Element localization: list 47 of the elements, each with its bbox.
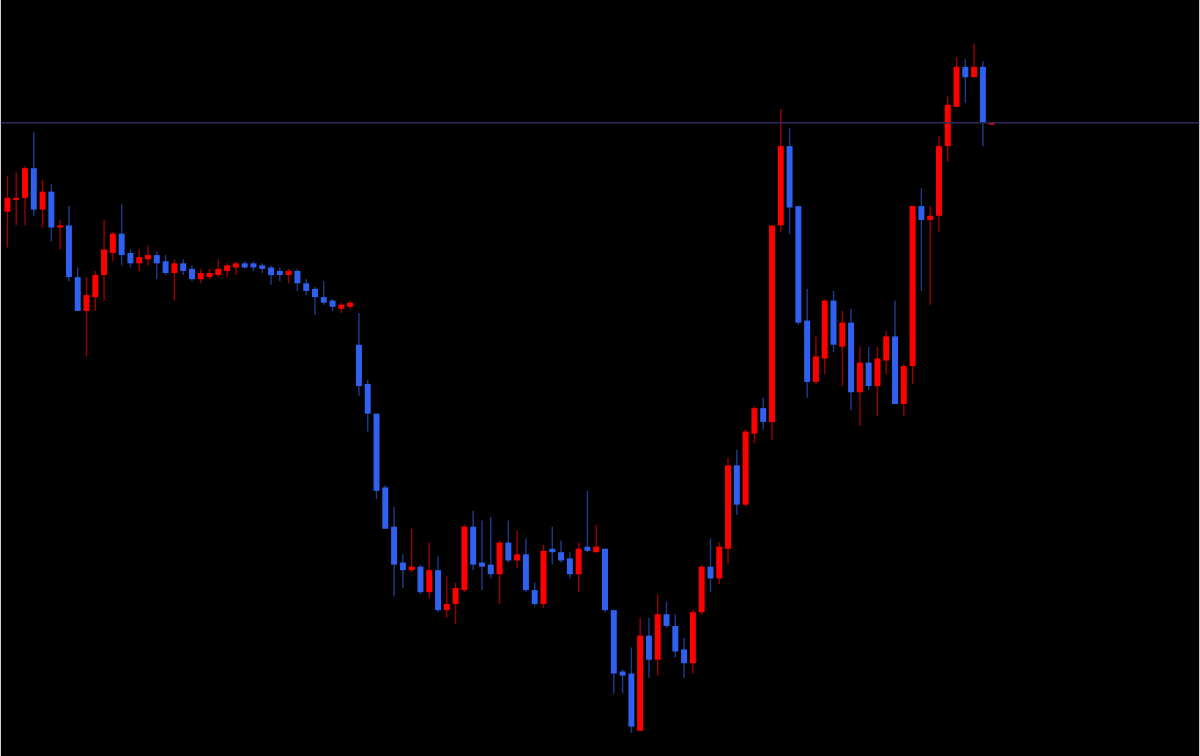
candlestick	[839, 309, 846, 387]
candlestick	[672, 613, 679, 658]
candlestick	[865, 345, 872, 391]
candlestick	[856, 345, 863, 427]
candlestick	[171, 258, 178, 301]
candlestick	[645, 616, 652, 678]
candlestick	[531, 581, 538, 607]
candlestick	[443, 575, 450, 618]
candlestick	[760, 396, 767, 430]
candlestick	[962, 58, 969, 103]
candlestick	[496, 539, 503, 605]
candlestick	[92, 269, 99, 312]
candlestick	[21, 164, 28, 226]
candlestick	[136, 248, 143, 272]
candlestick	[74, 266, 81, 312]
candlestick	[417, 563, 424, 595]
candlestick	[4, 174, 11, 248]
candlestick	[232, 260, 239, 276]
candlestick	[470, 509, 477, 571]
candlestick	[698, 563, 705, 615]
candlestick	[48, 182, 55, 242]
candlestick	[487, 515, 494, 579]
candlestick	[435, 555, 442, 613]
candlestick	[918, 187, 925, 292]
candlestick	[118, 202, 125, 266]
candlestick	[575, 541, 582, 593]
candlestick	[505, 519, 512, 563]
candlestick	[522, 537, 529, 593]
candlestick	[57, 218, 64, 250]
candlestick	[162, 253, 169, 276]
candlestick	[927, 204, 934, 305]
candlestick	[654, 593, 661, 676]
candlestick	[39, 178, 46, 228]
candlestick	[566, 551, 573, 579]
candlestick	[426, 541, 433, 599]
candlestick	[101, 218, 108, 301]
candlestick	[733, 448, 740, 516]
candlestick	[900, 362, 907, 416]
candlestick	[294, 267, 301, 292]
candlestick	[707, 537, 714, 593]
candlestick	[663, 600, 670, 629]
candlestick	[30, 131, 37, 216]
candlestick	[593, 523, 600, 553]
candlestick	[276, 266, 283, 282]
candlestick	[971, 42, 978, 78]
candlestick	[584, 489, 591, 553]
candlestick	[514, 529, 521, 569]
